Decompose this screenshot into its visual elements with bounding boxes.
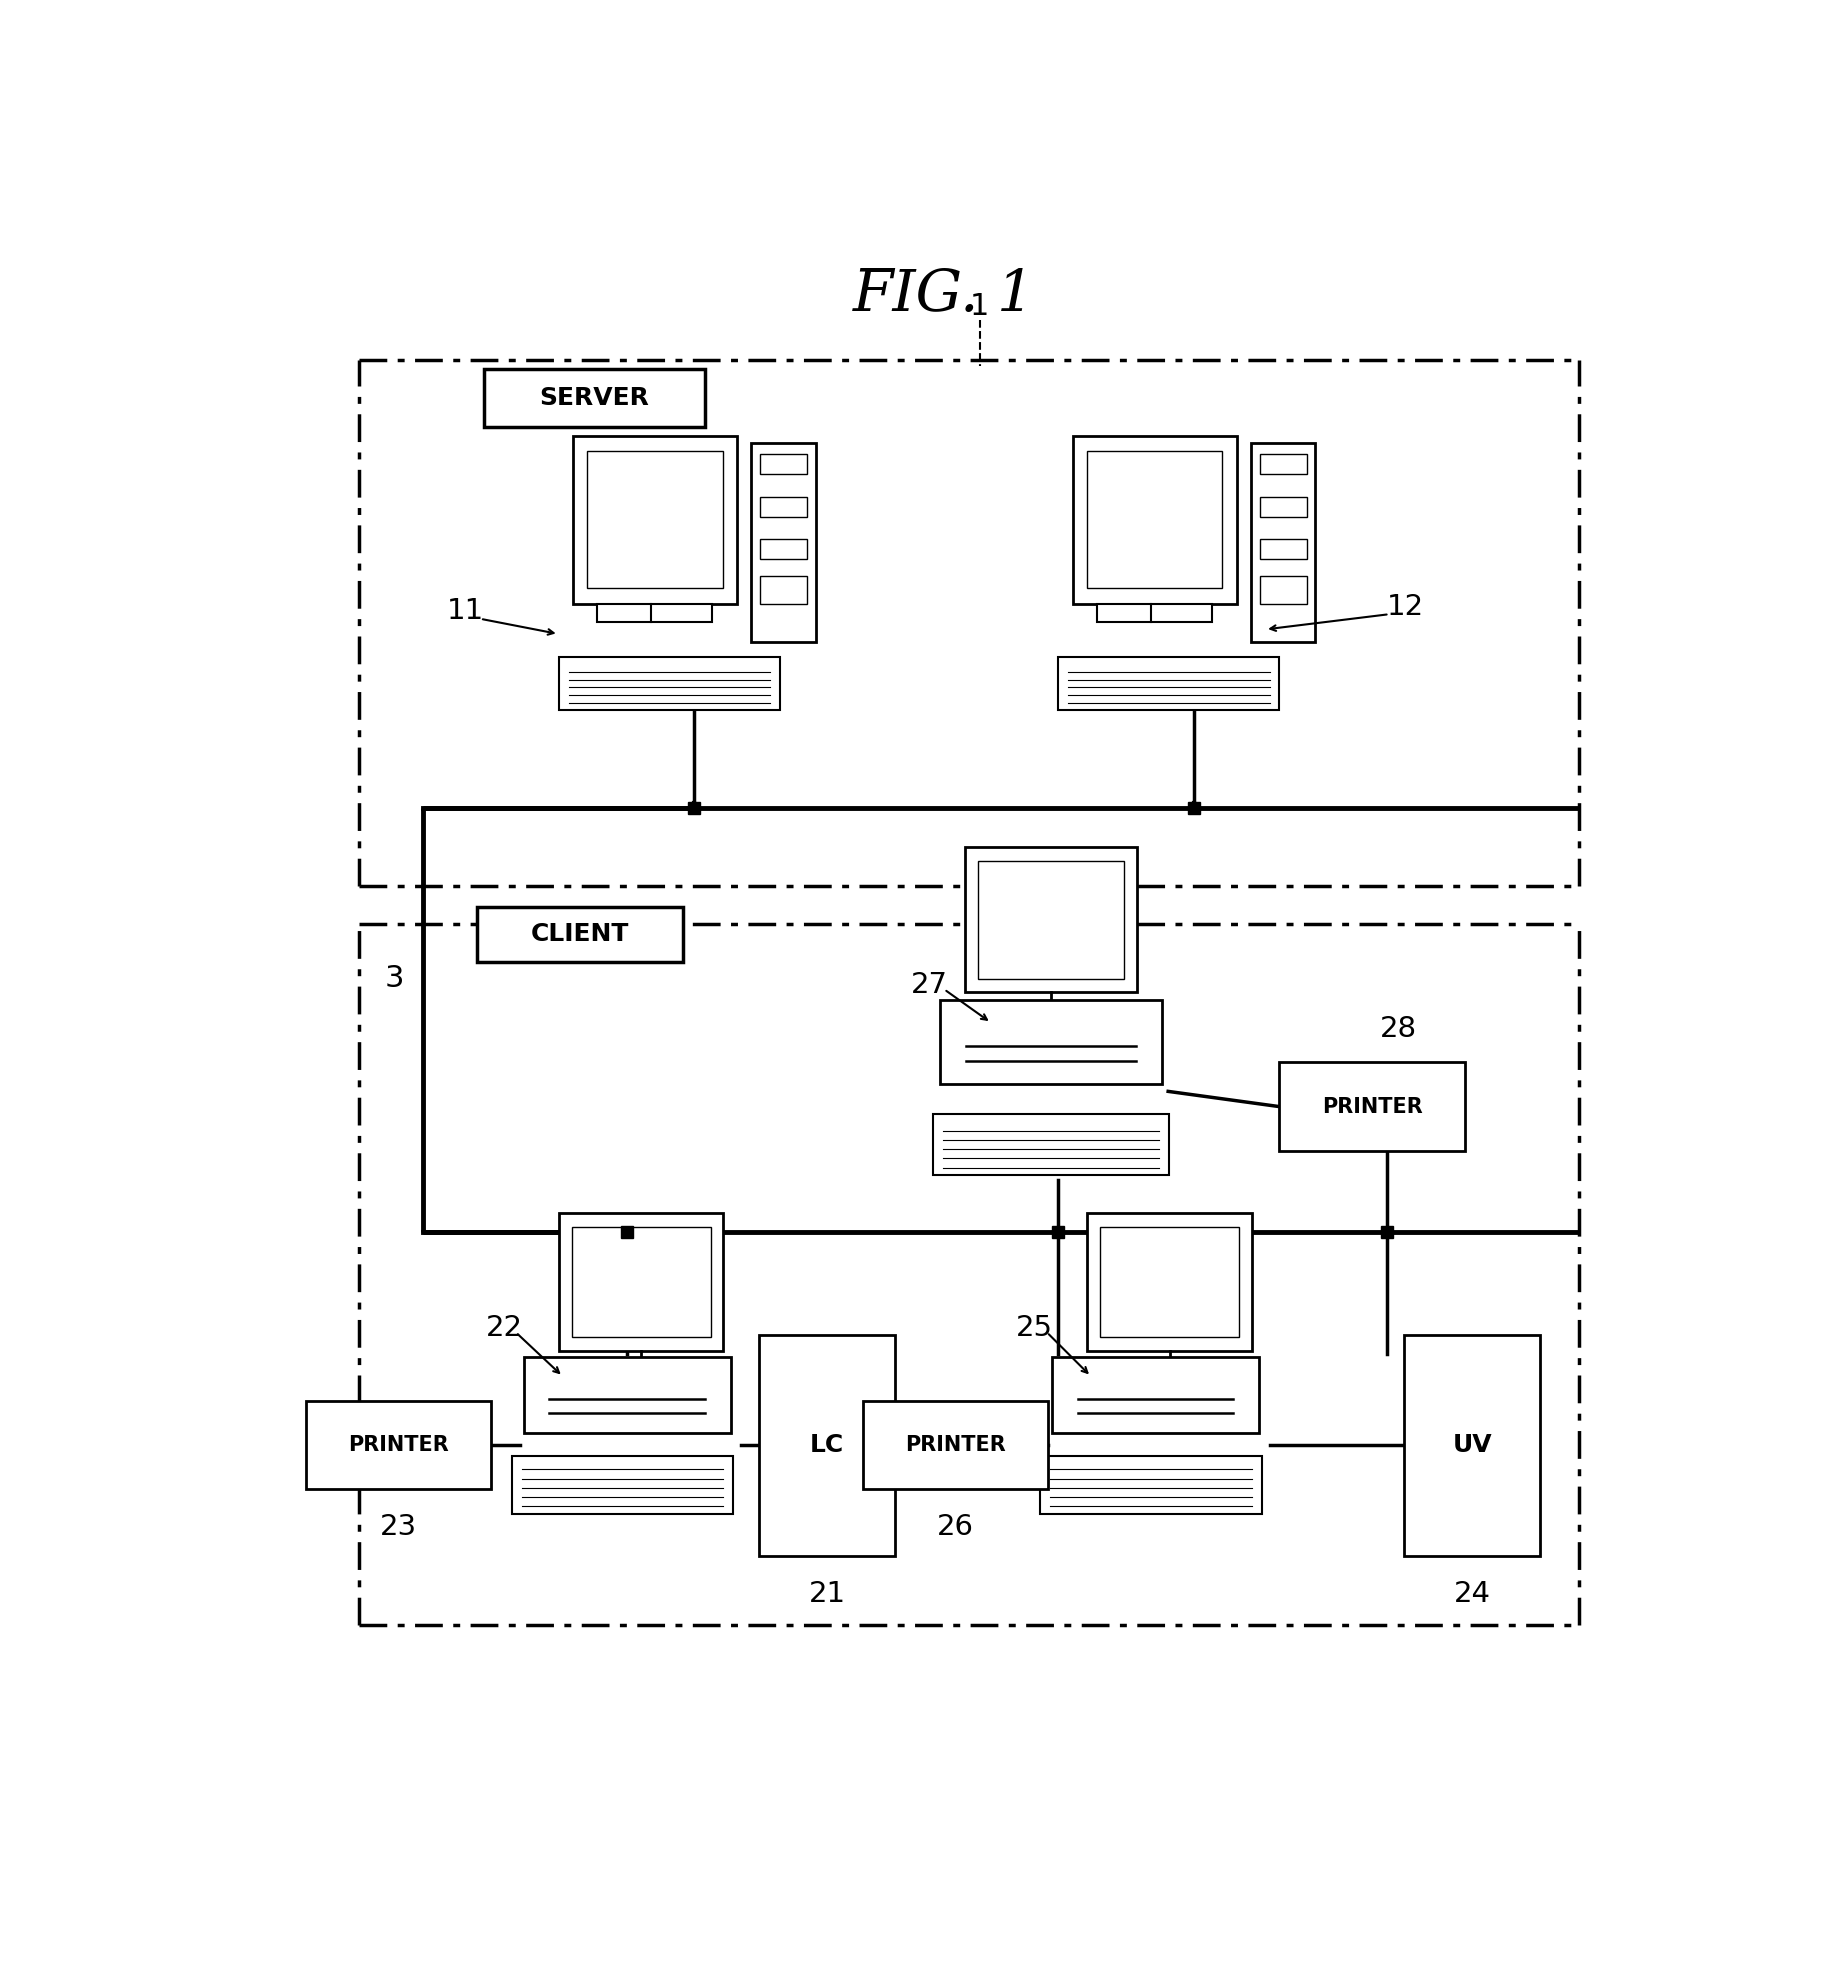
Bar (759, 1335, 895, 1556)
Text: 2: 2 (971, 875, 989, 905)
Bar (1280, 1063, 1464, 1150)
Text: PRINTER: PRINTER (1323, 1097, 1422, 1117)
Bar (1072, 436, 1236, 604)
Bar (1087, 1214, 1253, 1350)
Text: 27: 27 (912, 970, 949, 998)
Bar (1260, 497, 1306, 517)
Text: 26: 26 (938, 1513, 974, 1540)
Bar (560, 1214, 724, 1350)
Bar (1052, 1356, 1258, 1434)
Bar (512, 1455, 733, 1513)
Bar (978, 861, 1124, 978)
Text: 23: 23 (379, 1513, 418, 1540)
Text: 25: 25 (1015, 1313, 1052, 1342)
Bar (573, 436, 737, 604)
Bar (306, 1402, 492, 1489)
Bar (761, 539, 807, 558)
Text: UV: UV (1451, 1434, 1492, 1457)
Bar (1098, 604, 1212, 622)
Text: 12: 12 (1387, 592, 1424, 620)
Bar (1100, 1228, 1240, 1336)
Text: 3: 3 (385, 964, 403, 994)
Bar (1251, 444, 1315, 642)
Text: SERVER: SERVER (540, 386, 648, 410)
Bar (761, 453, 807, 473)
Bar (477, 907, 683, 962)
Bar (523, 1356, 731, 1434)
Text: 21: 21 (809, 1580, 845, 1608)
Bar (1260, 539, 1306, 558)
Bar (1041, 1455, 1262, 1513)
Bar (761, 576, 807, 604)
Bar (752, 444, 816, 642)
Bar (761, 497, 807, 517)
Bar (1404, 1335, 1540, 1556)
Bar (1057, 657, 1280, 711)
Bar (862, 1402, 1048, 1489)
Bar (597, 604, 713, 622)
Text: 28: 28 (1380, 1016, 1416, 1043)
Bar (934, 1115, 1170, 1176)
Bar (573, 1228, 711, 1336)
Bar (1087, 451, 1223, 588)
Text: 1: 1 (971, 291, 989, 321)
Bar (1260, 576, 1306, 604)
Text: CLIENT: CLIENT (530, 923, 630, 946)
Bar (558, 657, 779, 711)
Text: LC: LC (810, 1434, 844, 1457)
Text: PRINTER: PRINTER (904, 1436, 1006, 1455)
Text: 11: 11 (448, 598, 484, 626)
Text: PRINTER: PRINTER (348, 1436, 449, 1455)
Text: 22: 22 (486, 1313, 523, 1342)
Text: 24: 24 (1453, 1580, 1490, 1608)
Text: FIG. 1: FIG. 1 (853, 267, 1035, 325)
Bar (1260, 453, 1306, 473)
Bar (484, 368, 705, 426)
Bar (965, 847, 1137, 992)
Bar (941, 1000, 1162, 1083)
Bar (588, 451, 722, 588)
